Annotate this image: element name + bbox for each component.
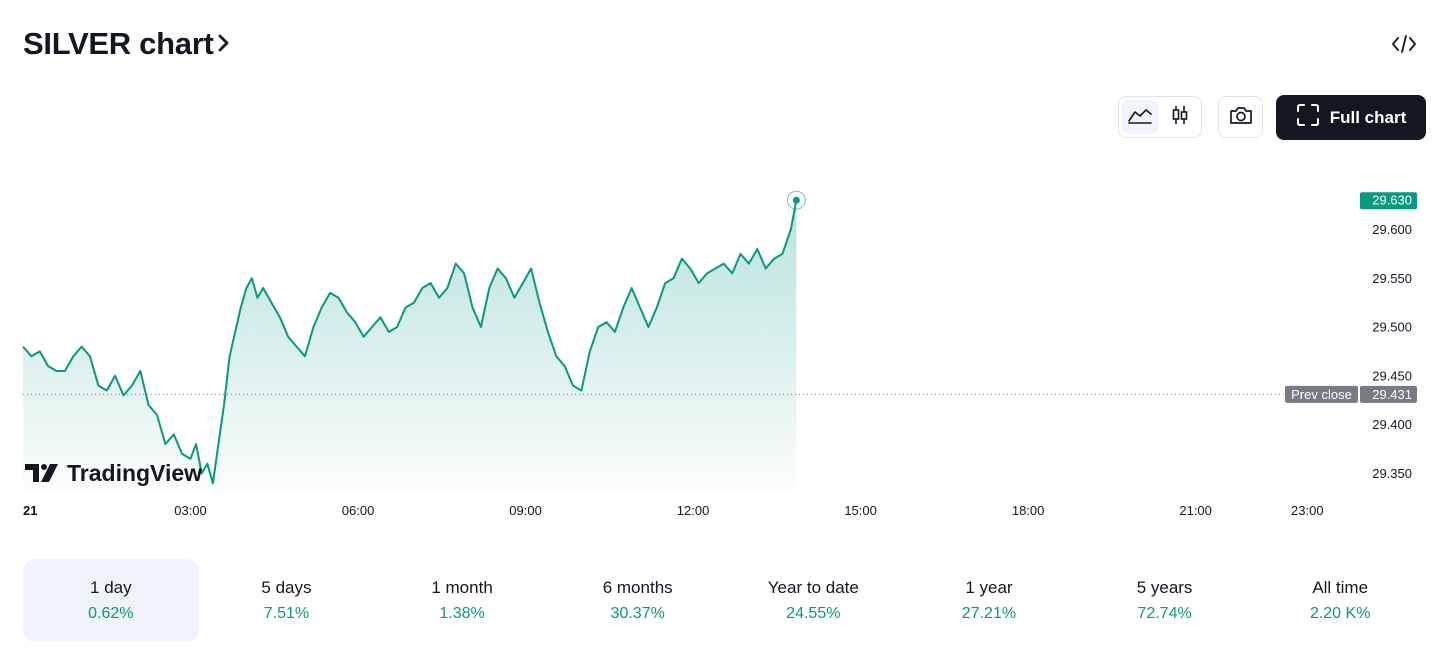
x-tick-label: 15:00 <box>844 503 877 518</box>
range-tab[interactable]: 5 days 7.51% <box>199 559 375 642</box>
prev-close-label-badge <box>1285 385 1358 403</box>
range-tab-label: 1 month <box>431 578 493 597</box>
area-chart-icon <box>1127 105 1153 130</box>
candlestick-icon <box>1170 104 1190 131</box>
range-tab-change: 24.55% <box>786 605 841 622</box>
candle-style-button[interactable] <box>1162 100 1198 134</box>
last-price-pulse <box>786 190 806 210</box>
x-tick-label: 06:00 <box>342 503 375 518</box>
x-tick-label: 21:00 <box>1179 503 1212 518</box>
range-tab-change: 27.21% <box>961 605 1017 622</box>
y-tick-label: 29.350 <box>1372 466 1412 481</box>
range-tab-change: 2.20 K% <box>1309 605 1371 622</box>
x-tick-label: 18:00 <box>1012 503 1045 518</box>
y-tick-label: 29.550 <box>1372 271 1412 286</box>
x-tick-label: 03:00 <box>174 503 207 518</box>
range-tabs: 1 day 0.62% 5 days 7.51% 1 month 1.38% 6 month… <box>23 559 1428 642</box>
last-price-point <box>792 196 800 204</box>
range-tab-change: 7.51% <box>263 605 310 622</box>
y-tick-label: 29.600 <box>1372 222 1412 237</box>
range-tab-change: 30.37% <box>610 605 665 622</box>
last-price-badge <box>1360 192 1417 210</box>
y-tick-label: 29.400 <box>1372 417 1412 432</box>
tradingview-watermark: TradingView <box>25 460 202 486</box>
range-tab-change: 72.74% <box>1137 605 1192 622</box>
embed-code-button[interactable] <box>1388 30 1420 62</box>
range-tab-label: 1 day <box>90 578 132 597</box>
range-tab[interactable]: Year to date 24.55% <box>726 559 902 642</box>
page-title: SILVER chart <box>23 26 214 61</box>
full-chart-label: Full chart <box>1329 107 1407 127</box>
camera-icon <box>1228 104 1254 131</box>
range-tab[interactable]: 1 month 1.38% <box>374 559 550 642</box>
range-tab[interactable]: 5 years 72.74% <box>1077 559 1253 642</box>
area-fill <box>23 200 797 490</box>
price-chart[interactable]: TradingView 21 03:00 06:00 09:00 12:00 15:00 1… <box>0 150 1450 530</box>
chart-title-link[interactable]: SILVER chart <box>23 26 230 62</box>
chart-style-toggle <box>1118 96 1202 138</box>
x-tick-label: 23:00 <box>1291 503 1324 518</box>
y-tick-label: 29.450 <box>1372 368 1412 383</box>
range-tab-label: 5 days <box>261 578 312 597</box>
range-tab-label: All time <box>1312 578 1369 597</box>
x-tick-label: 09:00 <box>509 503 542 518</box>
area-style-button[interactable] <box>1122 100 1158 134</box>
range-tab[interactable]: All time 2.20 K% <box>1252 559 1428 642</box>
x-tick-label: 21 <box>23 503 37 518</box>
series-line <box>22 200 798 485</box>
full-chart-button[interactable]: Full chart <box>1276 95 1426 140</box>
range-tab[interactable]: 1 year 27.21% <box>901 559 1077 642</box>
y-tick-label: 29.500 <box>1372 320 1412 335</box>
range-tab-label: 5 years <box>1136 578 1193 597</box>
range-tab-label: 6 months <box>602 578 673 597</box>
watermark-text: TradingView <box>67 460 202 486</box>
range-tab-label: 1 year <box>965 578 1013 597</box>
tradingview-logo-icon <box>25 464 58 482</box>
range-tab[interactable]: 1 day 0.62% <box>23 559 199 642</box>
prev-close-label: Prev close <box>1291 387 1352 402</box>
range-tab-change: 1.38% <box>439 605 485 622</box>
prev-close-value: 29.431 <box>1372 387 1412 402</box>
range-tab-label: Year to date <box>767 578 859 597</box>
range-tab-change: 0.62% <box>88 605 134 622</box>
snapshot-button[interactable] <box>1218 96 1263 138</box>
last-price-label: 29.630 <box>1372 193 1412 208</box>
range-tab[interactable]: 6 months 30.37% <box>550 559 726 642</box>
chevron-right-icon <box>218 33 230 58</box>
prev-close-value-badge <box>1360 385 1417 403</box>
fullscreen-icon <box>1296 103 1320 132</box>
code-embed-icon <box>1391 34 1417 59</box>
x-tick-label: 12:00 <box>677 503 710 518</box>
